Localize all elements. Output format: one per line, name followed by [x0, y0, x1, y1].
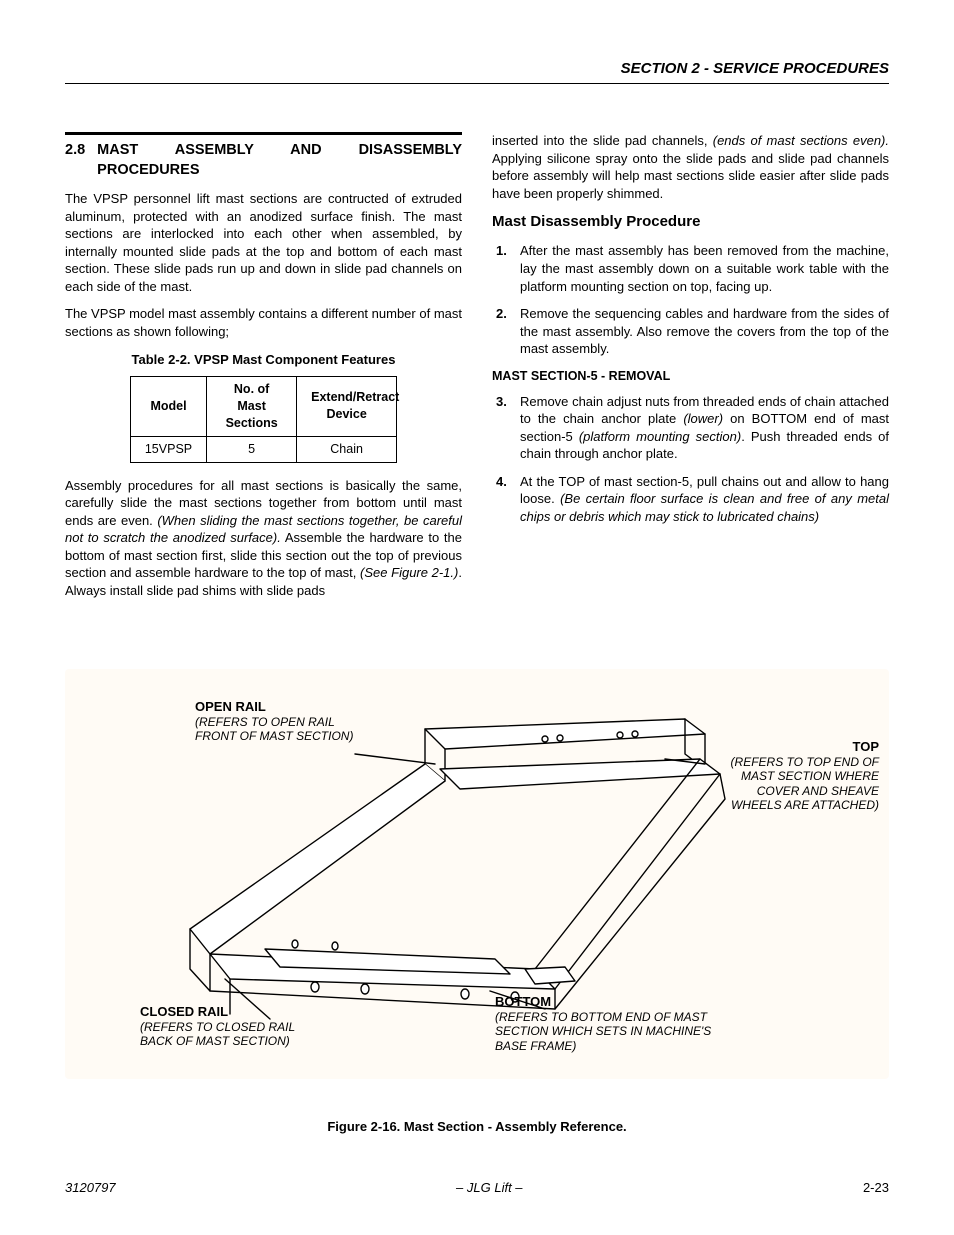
step-group-label: MAST SECTION-5 - REMOVAL: [492, 368, 889, 385]
col2-continuation: inserted into the slide pad channels, (e…: [492, 132, 889, 202]
intro-paragraph-2: The VPSP model mast assembly contains a …: [65, 305, 462, 340]
closed-rail-desc: (REFERS TO CLOSED RAIL BACK OF MAST SECT…: [140, 1020, 330, 1049]
step-3: Remove chain adjust nuts from threaded e…: [492, 393, 889, 463]
components-table: Model No. of Mast Sections Extend/Retrac…: [130, 376, 397, 463]
table-cell-sections: 5: [207, 436, 297, 462]
col2-text-b: (ends of mast sections even).: [713, 133, 889, 148]
closed-rail-title: CLOSED RAIL: [140, 1004, 330, 1020]
intro-paragraph-1: The VPSP personnel lift mast sections ar…: [65, 190, 462, 295]
bottom-desc: (REFERS TO BOTTOM END OF MAST SECTION WH…: [495, 1010, 715, 1053]
bottom-title: BOTTOM: [495, 994, 715, 1010]
step-1: After the mast assembly has been removed…: [492, 242, 889, 295]
footer-docnum: 3120797: [65, 1180, 116, 1195]
step3-b: (lower): [683, 411, 723, 426]
disassembly-steps: After the mast assembly has been removed…: [492, 242, 889, 357]
right-column: inserted into the slide pad channels, (e…: [492, 132, 889, 609]
callout-closed-rail: CLOSED RAIL (REFERS TO CLOSED RAIL BACK …: [140, 1004, 330, 1048]
page-footer: 3120797 – JLG Lift – 2-23: [65, 1180, 889, 1195]
callout-open-rail: OPEN RAIL (REFERS TO OPEN RAIL FRONT OF …: [195, 699, 375, 743]
section-heading: 2.8 MAST ASSEMBLY AND DISASSEMBLY PROCED…: [65, 141, 462, 180]
top-desc: (REFERS TO TOP END OF MAST SECTION WHERE…: [704, 755, 879, 813]
step3-d: (platform mounting section): [579, 429, 741, 444]
two-column-body: 2.8 MAST ASSEMBLY AND DISASSEMBLY PROCED…: [65, 132, 889, 609]
figure-caption: Figure 2-16. Mast Section - Assembly Ref…: [65, 1119, 889, 1134]
disassembly-heading: Mast Disassembly Procedure: [492, 212, 889, 232]
assembly-text-d: (See Figure 2-1.): [360, 565, 458, 580]
table-cell-model: 15VPSP: [130, 436, 206, 462]
open-rail-title: OPEN RAIL: [195, 699, 375, 715]
callout-bottom: BOTTOM (REFERS TO BOTTOM END OF MAST SEC…: [495, 994, 715, 1053]
disassembly-steps-cont: Remove chain adjust nuts from threaded e…: [492, 393, 889, 526]
section-rule: [65, 132, 462, 135]
footer-pagenum: 2-23: [863, 1180, 889, 1195]
section-number: 2.8: [65, 141, 85, 180]
callout-top: TOP (REFERS TO TOP END OF MAST SECTION W…: [704, 739, 879, 812]
top-title: TOP: [704, 739, 879, 755]
left-column: 2.8 MAST ASSEMBLY AND DISASSEMBLY PROCED…: [65, 132, 462, 609]
col2-text-c: Applying silicone spray onto the slide p…: [492, 151, 889, 201]
section-title: MAST ASSEMBLY AND DISASSEMBLY PROCEDURES: [97, 141, 462, 180]
table-caption: Table 2-2. VPSP Mast Component Features: [65, 351, 462, 369]
open-rail-desc: (REFERS TO OPEN RAIL FRONT OF MAST SECTI…: [195, 715, 375, 744]
table-header-model: Model: [130, 377, 206, 437]
assembly-paragraph: Assembly procedures for all mast section…: [65, 477, 462, 600]
step-2: Remove the sequencing cables and hardwar…: [492, 305, 889, 358]
figure-area: OPEN RAIL (REFERS TO OPEN RAIL FRONT OF …: [65, 669, 889, 1079]
table-cell-device: Chain: [297, 436, 397, 462]
col2-text-a: inserted into the slide pad channels,: [492, 133, 713, 148]
section-header: SECTION 2 - SERVICE PROCEDURES: [65, 60, 889, 84]
footer-brand: – JLG Lift –: [456, 1180, 522, 1195]
table-header-sections: No. of Mast Sections: [207, 377, 297, 437]
step-4: At the TOP of mast section-5, pull chain…: [492, 473, 889, 526]
table-header-device: Extend/Retract Device: [297, 377, 397, 437]
step4-b: (Be certain floor surface is clean and f…: [520, 491, 889, 524]
